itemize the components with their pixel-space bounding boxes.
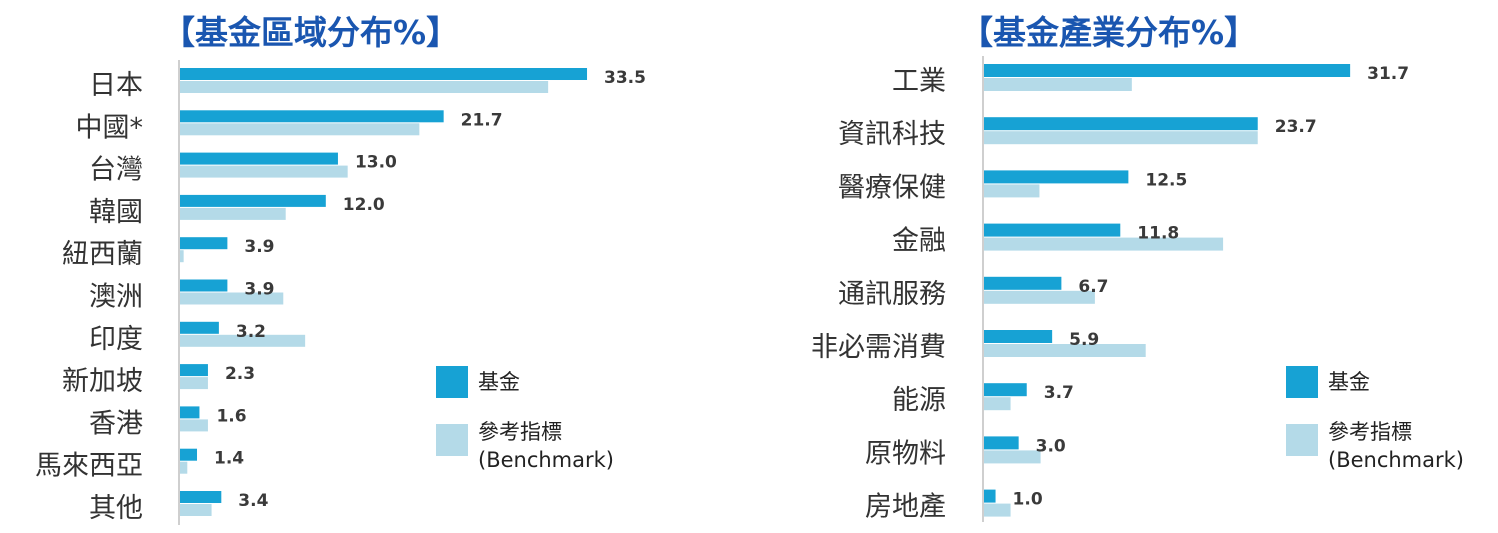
fund-bar (984, 489, 996, 503)
value-label: 3.0 (1036, 436, 1066, 456)
benchmark-legend-label: 參考指標 (1328, 420, 1412, 444)
industry-bar-chart: 31.7 工業 23.7 資訊科技 12.5 醫療保健 11.8 金融 6.7 通訊服務 5.9 非必… (811, 56, 1409, 523)
category-label: 原物料 (865, 438, 946, 469)
benchmark-bar (180, 334, 306, 347)
benchmark-bar (180, 461, 188, 474)
fund-swatch (436, 366, 468, 398)
category-label: 韓國 (89, 197, 143, 228)
value-label: 11.8 (1137, 224, 1179, 244)
fund-bar (984, 117, 1258, 131)
value-label: 12.5 (1145, 170, 1187, 190)
benchmark-bar (180, 419, 208, 432)
fund-bar (180, 491, 222, 503)
value-label: 5.9 (1069, 330, 1099, 350)
benchmark-bar (180, 504, 212, 516)
category-label: 澳洲 (89, 282, 143, 313)
value-label: 6.7 (1078, 277, 1108, 297)
category-label: 通訊服務 (838, 279, 946, 310)
benchmark-bar (984, 450, 1041, 464)
benchmark-bar (984, 503, 1011, 517)
category-label: 馬來西亞 (35, 451, 143, 482)
category-label: 能源 (892, 385, 946, 416)
benchmark-bar (984, 237, 1224, 251)
value-label: 3.9 (244, 237, 274, 257)
industry-chart-title: 【基金產業分布%】 (960, 13, 1258, 52)
benchmark-bar (984, 184, 1040, 198)
category-label: 金融 (892, 226, 946, 257)
category-label: 工業 (892, 66, 946, 97)
benchmark-bar (180, 207, 286, 220)
category-label: 其他 (89, 493, 143, 524)
fund-legend-label: 基金 (478, 370, 520, 394)
value-label: 12.0 (343, 195, 385, 215)
value-label: 31.7 (1367, 64, 1409, 84)
fund-bar (180, 321, 219, 334)
category-label: 非必需消費 (811, 332, 946, 363)
fund-legend-label: 基金 (1328, 370, 1370, 394)
fund-swatch (1286, 366, 1318, 398)
category-label: 日本 (89, 70, 143, 101)
value-label: 21.7 (461, 110, 503, 130)
category-label: 香港 (89, 408, 143, 439)
fund-bar (180, 279, 228, 292)
category-label: 新加坡 (62, 366, 143, 397)
fund-bar (984, 64, 1351, 77)
category-label: 中國* (76, 112, 144, 143)
benchmark-legend-label: 參考指標 (478, 420, 562, 444)
fund-bar (180, 237, 228, 250)
category-label: 紐西蘭 (62, 239, 143, 270)
fund-bar (180, 194, 326, 207)
value-label: 1.6 (216, 406, 246, 426)
fund-bar (180, 110, 444, 123)
benchmark-legend-sub: (Benchmark) (478, 448, 614, 472)
benchmark-bar (984, 131, 1258, 145)
value-label: 33.5 (604, 68, 646, 88)
benchmark-bar (180, 165, 348, 178)
fund-bar (984, 383, 1027, 397)
fund-bar (984, 170, 1129, 184)
value-label: 3.7 (1044, 383, 1074, 403)
fund-bar (984, 330, 1053, 343)
value-label: 3.2 (236, 322, 266, 342)
benchmark-bar (984, 78, 1132, 91)
category-label: 房地產 (865, 492, 946, 523)
benchmark-bar (180, 377, 208, 390)
value-label: 23.7 (1275, 117, 1317, 137)
value-label: 1.0 (1013, 490, 1043, 510)
value-label: 3.4 (238, 491, 268, 511)
category-label: 資訊科技 (838, 119, 946, 150)
fund-bar (984, 276, 1062, 290)
value-label: 3.9 (244, 280, 274, 300)
benchmark-bar (180, 123, 420, 136)
fund-bar (180, 448, 198, 461)
region-chart-panel: 【基金區域分布%】 33.5 日本 21.7 中國* 13.0 台灣 12.0 韓國 3.9 紐西… (0, 0, 740, 533)
benchmark-bar (180, 250, 184, 263)
benchmark-bar (984, 344, 1146, 357)
region-bar-chart: 33.5 日本 21.7 中國* 13.0 台灣 12.0 韓國 3.9 紐西蘭 3.9 澳洲 3.2 印… (35, 60, 646, 525)
fund-bar (180, 364, 208, 377)
benchmark-bar (984, 397, 1011, 411)
fund-bar (180, 152, 338, 165)
category-label: 台灣 (89, 155, 143, 186)
value-label: 13.0 (355, 153, 397, 173)
fund-bar (984, 223, 1121, 237)
benchmark-legend-sub: (Benchmark) (1328, 448, 1464, 472)
industry-chart-panel: 【基金產業分布%】 31.7 工業 23.7 資訊科技 12.5 醫療保健 11.8 金融 6.… (740, 0, 1498, 533)
benchmark-swatch (1286, 424, 1318, 456)
region-chart-title: 【基金區域分布%】 (162, 13, 460, 52)
value-label: 1.4 (214, 449, 244, 469)
fund-bar (180, 68, 588, 80)
benchmark-bar (984, 290, 1095, 304)
fund-bar (180, 406, 200, 419)
benchmark-swatch (436, 424, 468, 456)
benchmark-bar (180, 292, 284, 305)
fund-bar (984, 436, 1019, 450)
value-label: 2.3 (225, 364, 255, 384)
category-label: 醫療保健 (838, 172, 946, 203)
category-label: 印度 (89, 324, 143, 355)
benchmark-bar (180, 81, 549, 93)
